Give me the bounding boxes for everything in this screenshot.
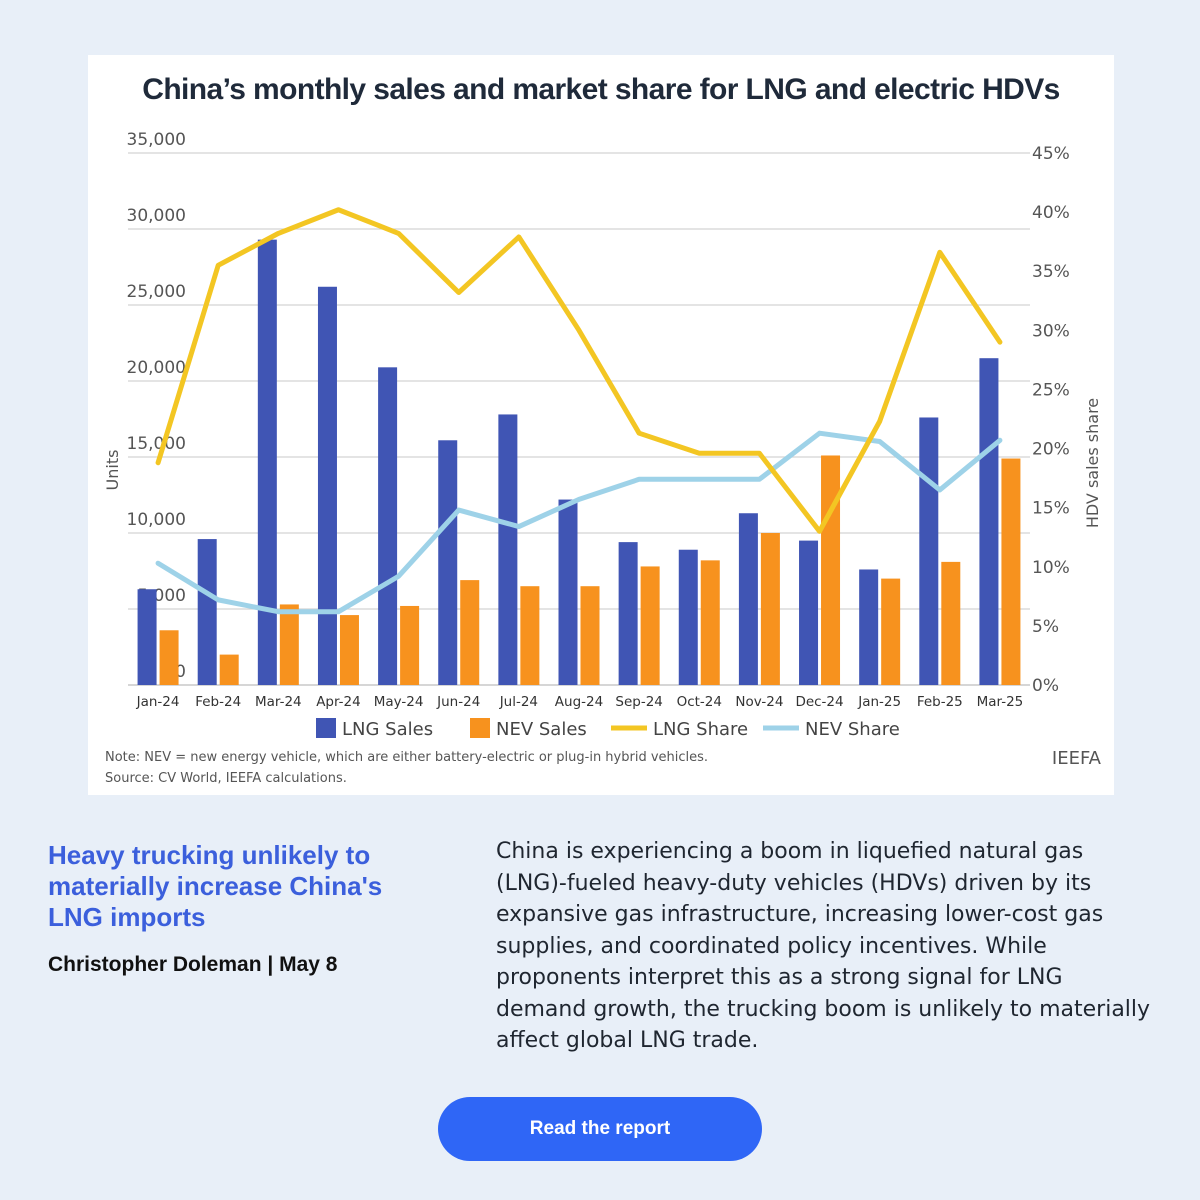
lng-sales-bar [498,414,518,685]
y2-axis-title: HDV sales share [1083,398,1102,528]
nev-sales-bar [279,604,299,685]
y-tick-label: 35,000 [127,130,186,150]
chart-notes: Note: NEV = new energy vehicle, which ar… [105,747,708,789]
y-axis-title: Units [103,450,122,491]
x-tick-label: Mar-25 [977,694,1024,710]
x-tick-label: Nov-24 [735,694,783,710]
y2-tick-label: 40% [1032,203,1070,223]
y2-tick-label: 20% [1032,440,1070,460]
chart-card: 0 5,000 10,000 15,000 20,000 25,000 30,000 35,0… [88,55,1114,795]
y2-tick-label: 25% [1032,380,1070,400]
lng-sales-bar [378,367,398,685]
nev-sales-bar [339,615,359,685]
y2-tick-label: 5% [1032,617,1059,637]
nev-sales-bar [400,605,420,685]
legend-nev-sales: NEV Sales [496,719,587,740]
x-tick-label: Jan-24 [136,694,180,710]
nev-sales-bar [580,586,600,685]
read-report-button[interactable]: Read the report [438,1097,762,1161]
x-tick-label: Apr-24 [316,694,361,710]
chart-note: Note: NEV = new energy vehicle, which ar… [105,750,709,765]
legend-lng-sales-swatch [316,718,336,738]
x-tick-label: Oct-24 [677,694,722,710]
lng-sales-bar [257,239,277,685]
y-tick-label: 15,000 [127,434,186,454]
x-tick-label: Feb-25 [917,694,963,710]
nev-sales-bar [821,455,841,685]
nev-share-line [155,430,1003,615]
combo-chart: 05,00010,00015,00020,00025,00030,00035,0… [103,130,1102,740]
x-tick-label: Jul-24 [499,694,538,710]
legend-lng-share: LNG Share [653,719,748,740]
legend-nev-sales-swatch [470,718,490,738]
lng-sales-bar [738,513,758,685]
x-tick-label: Jan-25 [857,694,901,710]
y2-tick-label: 0% [1032,676,1059,696]
chart-source: Source: CV World, IEEFA calculations. [105,771,347,786]
lng-sales-bar [799,540,819,685]
nev-sales-bar [760,533,780,685]
nev-sales-bar [941,561,961,685]
x-tick-label: Feb-24 [195,694,241,710]
y2-tick-label: 45% [1032,144,1070,164]
nev-sales-bar [700,560,720,685]
article-byline: Christopher Doleman | May 8 [48,953,338,976]
nev-sales-bar [881,578,901,685]
y2-tick-label: 15% [1032,499,1070,519]
lng-sales-bar [137,589,157,685]
nev-sales-bar [640,566,660,685]
y-tick-label: 0 [175,662,186,682]
lng-sales-bar [859,569,879,685]
nev-sales-bar [159,630,179,685]
nev-sales-bar [520,586,540,685]
x-tick-label: Sep-24 [615,694,663,710]
nev-sales-bar [1001,458,1021,685]
lng-sales-bar [678,549,698,685]
lng-sales-bar [919,417,939,685]
y-tick-label: 30,000 [127,206,186,226]
legend-lng-sales: LNG Sales [342,719,433,740]
y2-tick-label: 10% [1032,558,1070,578]
nev-sales-bar [460,580,480,685]
y2-tick-label: 30% [1032,321,1070,341]
lng-sales-bar [618,542,638,685]
nev-sales-bar [219,654,239,685]
x-tick-label: Mar-24 [255,694,302,710]
y-tick-label: 25,000 [127,282,186,302]
lng-sales-bar [558,499,578,685]
x-tick-label: Dec-24 [795,694,843,710]
x-tick-label: Aug-24 [555,694,603,710]
lng-sales-bar [979,358,999,685]
y2-tick-label: 35% [1032,262,1070,282]
article-summary: China is experiencing a boom in liquefie… [496,839,1151,1053]
brand-label: IEEFA [1051,748,1101,769]
lng-sales-bar [438,440,458,685]
lng-share-line [155,207,1003,534]
x-tick-label: Jun-24 [436,694,480,710]
x-tick-label: May-24 [374,694,424,710]
lng-sales-bar [317,286,337,685]
article-title[interactable]: Heavy trucking unlikely to materially in… [48,840,383,932]
legend-nev-share: NEV Share [805,719,900,740]
y-tick-label: 20,000 [127,358,186,378]
y-tick-label: 10,000 [127,510,186,530]
chart-title: China’s monthly sales and market share f… [142,73,1060,106]
lng-sales-bar [197,539,217,685]
